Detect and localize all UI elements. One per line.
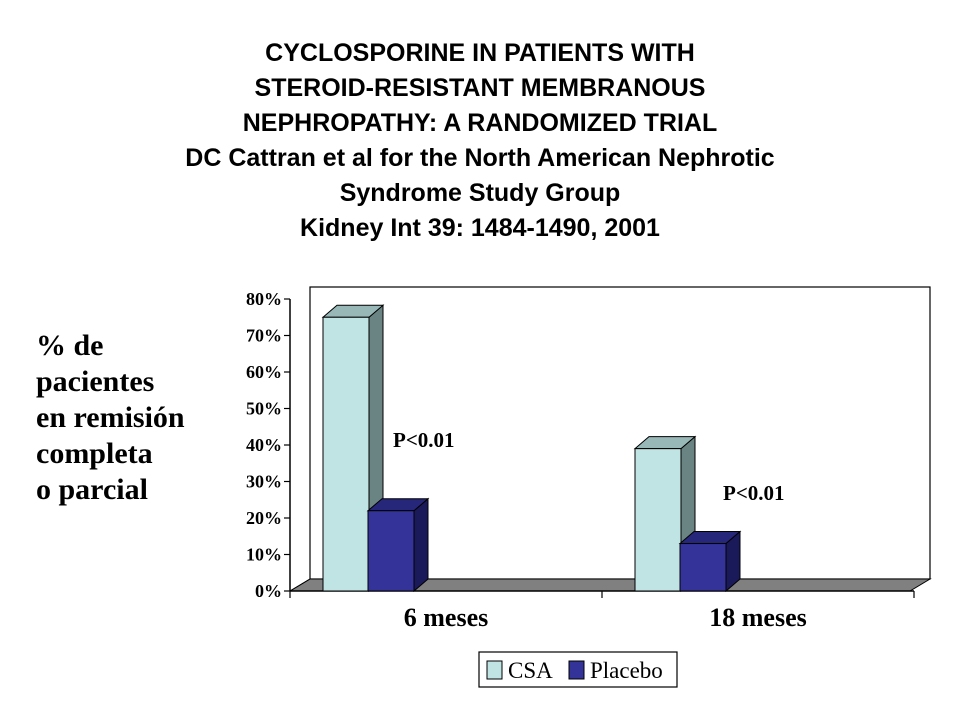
y-tick-label: 70%	[246, 326, 282, 346]
p-value-annotation: P<0.01	[393, 428, 455, 452]
y-axis-label-line: en remisión	[36, 401, 185, 434]
bar-placebo-side	[413, 497, 429, 593]
y-tick-label: 40%	[246, 435, 282, 455]
bar-placebo	[679, 543, 727, 592]
title-line: STEROID-RESISTANT MEMBRANOUS	[254, 74, 706, 102]
chart-depth-edge	[289, 578, 311, 592]
y-tick-label: 20%	[246, 508, 282, 528]
y-axis-label-line: o parcial	[36, 473, 148, 506]
legend-swatch-placebo	[568, 660, 585, 680]
title-line: Kidney Int 39: 1484-1490, 2001	[300, 214, 660, 242]
y-tick-label: 0%	[255, 581, 282, 601]
x-tick-label: 6 meses	[404, 603, 488, 632]
y-axis-label-line: pacientes	[36, 365, 155, 398]
y-tick-label: 80%	[246, 289, 282, 309]
slide-title: CYCLOSPORINE IN PATIENTS WITH STEROID-RE…	[60, 36, 900, 246]
x-tick-label: 18 meses	[709, 603, 806, 632]
title-line: Syndrome Study Group	[339, 179, 621, 207]
y-tick-label: 30%	[246, 472, 282, 492]
bar-csa	[634, 448, 682, 592]
y-tick-label: 50%	[246, 399, 282, 419]
y-axis-label-line: completa	[36, 437, 153, 470]
title-line: CYCLOSPORINE IN PATIENTS WITH	[265, 39, 695, 67]
title-line: NEPHROPATHY: A RANDOMIZED TRIAL	[242, 109, 718, 137]
y-axis-label: % de pacientes en remisión completa o pa…	[36, 328, 185, 508]
legend-label-placebo: Placebo	[590, 658, 663, 683]
y-axis-label-line: % de	[36, 329, 104, 362]
bar-csa	[322, 316, 370, 592]
y-tick-label: 60%	[246, 362, 282, 382]
legend-swatch-csa	[486, 660, 503, 680]
legend-label-csa: CSA	[508, 658, 553, 683]
p-value-annotation: P<0.01	[723, 481, 785, 505]
y-tick-label: 10%	[246, 545, 282, 565]
bar-placebo	[367, 510, 415, 592]
title-line: DC Cattran et al for the North American …	[185, 144, 775, 172]
